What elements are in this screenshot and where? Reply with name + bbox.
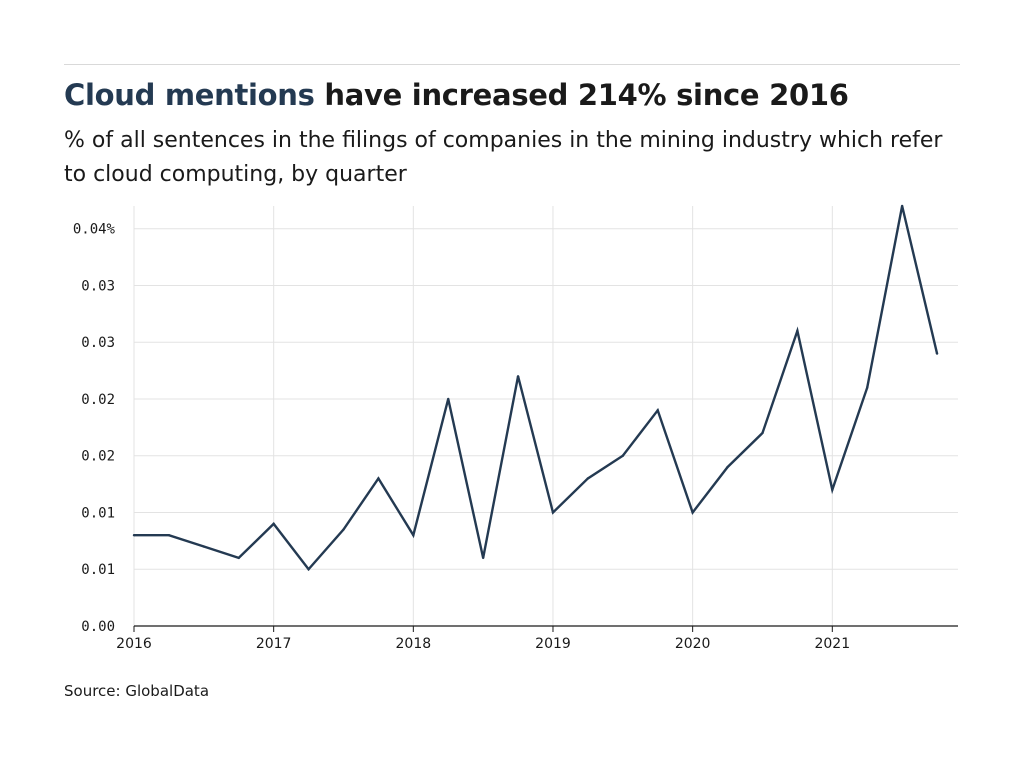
y-tick-label: 0.01 [81,562,115,578]
y-tick-label: 0.02 [81,449,115,465]
data-point [935,352,939,355]
data-point [586,477,590,480]
x-tick-label: 2018 [396,636,432,652]
y-tick-label: 0.00 [81,619,115,635]
data-point [412,533,415,537]
chart-title-rest: have increased 214% since 2016 [314,78,849,112]
x-tick-label: 2019 [535,636,571,652]
x-tick-label: 2017 [256,636,292,652]
y-tick-label: 0.02 [81,392,115,408]
data-point [132,533,136,537]
source-note: Source: GlobalData [64,682,210,700]
data-point [831,488,834,491]
data-point [481,556,485,560]
data-point [272,522,275,526]
data-point [447,397,450,401]
data-point [342,528,345,531]
chart-subtitle: % of all sentences in the filings of com… [64,128,943,187]
data-point [691,511,694,514]
y-tick-label: 0.03 [81,278,115,294]
data-point [866,386,869,389]
y-tick-label: 0.01 [81,505,115,521]
data-point [551,511,555,514]
x-tick-label: 2016 [116,636,152,652]
series-line [134,205,939,572]
data-point [761,431,764,435]
data-point [377,477,380,480]
data-point [621,454,625,457]
data-point [307,568,310,571]
data-point [900,204,904,208]
y-tick-label: 0.04% [73,222,116,238]
data-point [237,556,240,560]
chart-title-highlight: Cloud mentions [64,78,315,112]
x-tick-label: 2020 [675,636,711,652]
x-tick-label: 2021 [814,636,850,652]
data-point [726,465,729,469]
data-point [656,409,659,412]
data-point [796,329,799,333]
y-tick-label: 0.03 [81,335,115,351]
chart-title: Cloud mentions have increased 214% since… [64,78,849,112]
top-divider [64,64,960,65]
data-point [516,375,520,378]
data-point [167,533,171,537]
data-point [202,545,206,548]
